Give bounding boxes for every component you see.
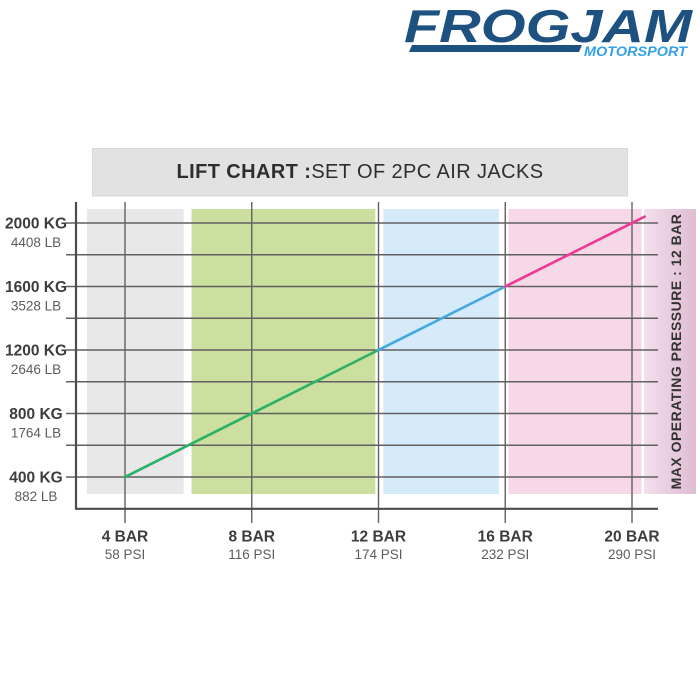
x-tick-label: 20 BAR	[604, 529, 659, 546]
y-tick-sublabel: 882 LB	[15, 489, 58, 504]
max-pressure-sidebar	[644, 209, 696, 494]
chart-title-bar: LIFT CHART : SET OF 2PC AIR JACKS	[92, 148, 628, 196]
chart-title-bold: LIFT CHART :	[176, 160, 312, 183]
x-tick-label: 8 BAR	[228, 529, 275, 546]
lift-line-segment-magenta	[503, 215, 646, 288]
y-tick-label: 800 KG	[9, 406, 62, 423]
pressure-zone-gray	[86, 209, 184, 494]
x-tick-sublabel: 174 PSI	[354, 547, 402, 562]
frogjam-logo-graphic: FROGJAM MOTORSPORT	[404, 0, 694, 59]
pressure-zone-pink	[508, 209, 642, 494]
x-tick-sublabel: 116 PSI	[228, 547, 275, 562]
x-tick-sublabel: 290 PSI	[608, 547, 656, 562]
y-tick-sublabel: 2646 LB	[11, 362, 61, 377]
frogjam-logo: FROGJAM MOTORSPORT	[402, 0, 698, 72]
logo-wordmark: FROGJAM	[404, 6, 694, 52]
y-tick-label: 2000 KG	[5, 216, 67, 233]
x-tick-label: 12 BAR	[351, 529, 406, 546]
x-tick-label: 16 BAR	[478, 529, 533, 546]
x-tick-sublabel: 58 PSI	[105, 547, 146, 562]
y-tick-sublabel: 1764 LB	[11, 426, 61, 441]
logo-subtitle: MOTORSPORT	[584, 44, 689, 59]
y-tick-label: 1200 KG	[5, 343, 67, 360]
y-tick-sublabel: 3528 LB	[11, 299, 61, 314]
lift-line-segment-blue	[377, 285, 507, 352]
pressure-zone-blue	[383, 209, 499, 494]
x-tick-sublabel: 232 PSI	[481, 547, 529, 562]
y-tick-label: 1600 KG	[5, 279, 67, 296]
y-tick-label: 400 KG	[9, 470, 62, 487]
chart-title-regular: SET OF 2PC AIR JACKS	[311, 160, 544, 183]
lift-line-segment-green	[123, 348, 380, 479]
logo-underline-swoosh	[409, 45, 582, 52]
max-operating-pressure-label: MAX OPERATING PRESSURE : 12 BAR	[668, 214, 684, 490]
pressure-zone-green	[191, 209, 376, 494]
x-tick-label: 4 BAR	[102, 529, 149, 546]
y-tick-sublabel: 4408 LB	[11, 235, 61, 250]
